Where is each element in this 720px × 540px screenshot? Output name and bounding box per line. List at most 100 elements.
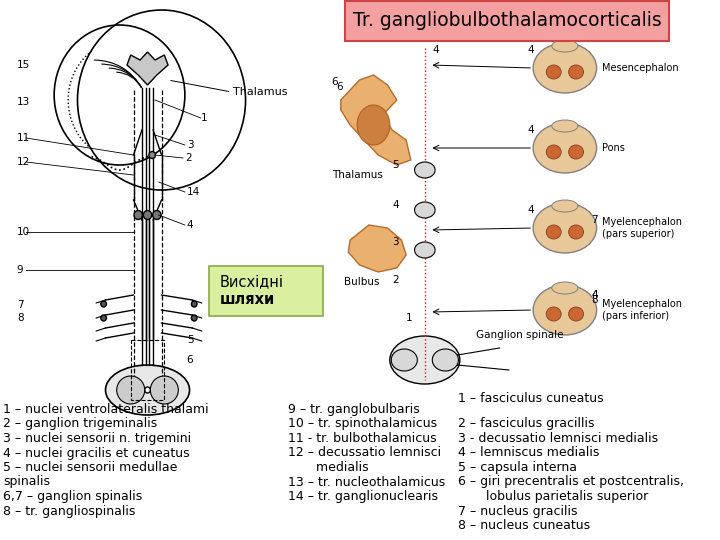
Text: 15: 15 xyxy=(17,60,30,70)
Text: medialis: medialis xyxy=(287,461,368,474)
Text: Thalamus: Thalamus xyxy=(332,170,383,180)
Text: 14 – tr. ganglionuclearis: 14 – tr. ganglionuclearis xyxy=(287,490,438,503)
Ellipse shape xyxy=(106,365,189,415)
Circle shape xyxy=(143,211,152,219)
Text: 13 – tr. nucleothalamicus: 13 – tr. nucleothalamicus xyxy=(287,476,445,489)
Ellipse shape xyxy=(432,349,459,371)
Text: 8 – tr. gangliospinalis: 8 – tr. gangliospinalis xyxy=(3,504,135,517)
Text: 3 - decussatio lemnisci medialis: 3 - decussatio lemnisci medialis xyxy=(457,432,657,445)
Ellipse shape xyxy=(533,285,597,335)
Text: 7 – nucleus gracilis: 7 – nucleus gracilis xyxy=(457,504,577,517)
Text: 4: 4 xyxy=(528,205,534,215)
Text: Myelencephalon
(pars superior): Myelencephalon (pars superior) xyxy=(602,217,683,239)
Ellipse shape xyxy=(357,105,390,145)
Text: 1 – fasciculus cuneatus: 1 – fasciculus cuneatus xyxy=(457,392,603,405)
Text: 4: 4 xyxy=(392,200,399,210)
Text: 13: 13 xyxy=(17,97,30,107)
Text: 6: 6 xyxy=(331,77,338,87)
Circle shape xyxy=(192,315,197,321)
Text: 11: 11 xyxy=(17,133,30,143)
FancyBboxPatch shape xyxy=(209,266,323,316)
Ellipse shape xyxy=(569,225,583,239)
Ellipse shape xyxy=(552,282,578,294)
Text: 6 – giri precentralis et postcentralis,: 6 – giri precentralis et postcentralis, xyxy=(457,476,683,489)
Text: 4: 4 xyxy=(186,220,194,230)
Ellipse shape xyxy=(391,349,418,371)
Text: 5: 5 xyxy=(186,335,194,345)
Ellipse shape xyxy=(533,43,597,93)
Text: 12: 12 xyxy=(17,157,30,167)
Ellipse shape xyxy=(117,376,145,404)
Text: lobulus parietalis superior: lobulus parietalis superior xyxy=(457,490,648,503)
Polygon shape xyxy=(348,225,406,272)
Circle shape xyxy=(153,211,161,219)
Text: 8 – nucleus cuneatus: 8 – nucleus cuneatus xyxy=(457,519,590,532)
Circle shape xyxy=(145,387,150,393)
Text: 4 – lemniscus medialis: 4 – lemniscus medialis xyxy=(457,447,599,460)
FancyBboxPatch shape xyxy=(346,1,668,41)
Text: Ganglion spinale: Ganglion spinale xyxy=(476,330,564,340)
Ellipse shape xyxy=(546,225,561,239)
Circle shape xyxy=(101,301,107,307)
Text: шляхи: шляхи xyxy=(220,293,274,307)
Ellipse shape xyxy=(533,123,597,173)
Ellipse shape xyxy=(569,145,583,159)
Text: 3: 3 xyxy=(392,237,399,247)
Text: Tr. gangliobulbothalamocorticalis: Tr. gangliobulbothalamocorticalis xyxy=(353,11,662,30)
Text: 6: 6 xyxy=(336,82,343,92)
Text: spinalis: spinalis xyxy=(3,476,50,489)
Text: 4: 4 xyxy=(528,45,534,55)
Ellipse shape xyxy=(569,65,583,79)
Text: Pons: Pons xyxy=(602,143,625,153)
Text: 6,7 – ganglion spinalis: 6,7 – ganglion spinalis xyxy=(3,490,142,503)
Ellipse shape xyxy=(415,202,435,218)
Ellipse shape xyxy=(150,376,179,404)
Text: 4: 4 xyxy=(591,290,598,300)
Ellipse shape xyxy=(552,120,578,132)
Text: 7: 7 xyxy=(17,300,24,310)
Text: 3 – nuclei sensorii n. trigemini: 3 – nuclei sensorii n. trigemini xyxy=(3,432,191,445)
Text: 2: 2 xyxy=(185,153,192,163)
Text: 4: 4 xyxy=(528,125,534,135)
Ellipse shape xyxy=(546,65,561,79)
Text: 2 – fasciculus gracillis: 2 – fasciculus gracillis xyxy=(457,417,594,430)
Text: Bulbus: Bulbus xyxy=(343,277,379,287)
Text: 9: 9 xyxy=(17,265,24,275)
Text: 8: 8 xyxy=(591,295,598,305)
Circle shape xyxy=(134,211,143,219)
Ellipse shape xyxy=(415,242,435,258)
Circle shape xyxy=(192,301,197,307)
Ellipse shape xyxy=(552,40,578,52)
Text: 1: 1 xyxy=(201,113,207,123)
Ellipse shape xyxy=(569,307,583,321)
Text: 4 – nuclei gracilis et cuneatus: 4 – nuclei gracilis et cuneatus xyxy=(3,447,189,460)
Text: 10: 10 xyxy=(17,227,30,237)
Text: 2 – ganglion trigeminalis: 2 – ganglion trigeminalis xyxy=(3,417,157,430)
Text: Thalamus: Thalamus xyxy=(233,87,288,97)
Text: 5 – capsula interna: 5 – capsula interna xyxy=(457,461,577,474)
Text: 2: 2 xyxy=(392,275,399,285)
Text: 12 – decussatio lemnisci: 12 – decussatio lemnisci xyxy=(287,447,441,460)
Ellipse shape xyxy=(415,162,435,178)
Ellipse shape xyxy=(546,307,561,321)
Text: 1 – nuclei ventrolateralis thalami: 1 – nuclei ventrolateralis thalami xyxy=(3,403,208,416)
Text: 9 – tr. ganglobulbaris: 9 – tr. ganglobulbaris xyxy=(287,403,419,416)
Text: 11 - tr. bulbothalamicus: 11 - tr. bulbothalamicus xyxy=(287,432,436,445)
Text: 7: 7 xyxy=(591,215,598,225)
Text: 5 – nuclei sensorii medullae: 5 – nuclei sensorii medullae xyxy=(3,461,177,474)
Text: 14: 14 xyxy=(186,187,200,197)
Text: 8: 8 xyxy=(17,313,24,323)
Text: Mesencephalon: Mesencephalon xyxy=(602,63,679,73)
Ellipse shape xyxy=(546,145,561,159)
Text: Myelencephalon
(pars inferior): Myelencephalon (pars inferior) xyxy=(602,299,683,321)
Polygon shape xyxy=(341,75,411,165)
Text: 1: 1 xyxy=(406,313,413,323)
Circle shape xyxy=(149,152,156,159)
Ellipse shape xyxy=(533,203,597,253)
Text: 3: 3 xyxy=(186,140,194,150)
Ellipse shape xyxy=(552,200,578,212)
Text: 4: 4 xyxy=(591,290,598,300)
Polygon shape xyxy=(127,52,168,85)
Circle shape xyxy=(101,315,107,321)
Text: 4: 4 xyxy=(432,45,439,55)
